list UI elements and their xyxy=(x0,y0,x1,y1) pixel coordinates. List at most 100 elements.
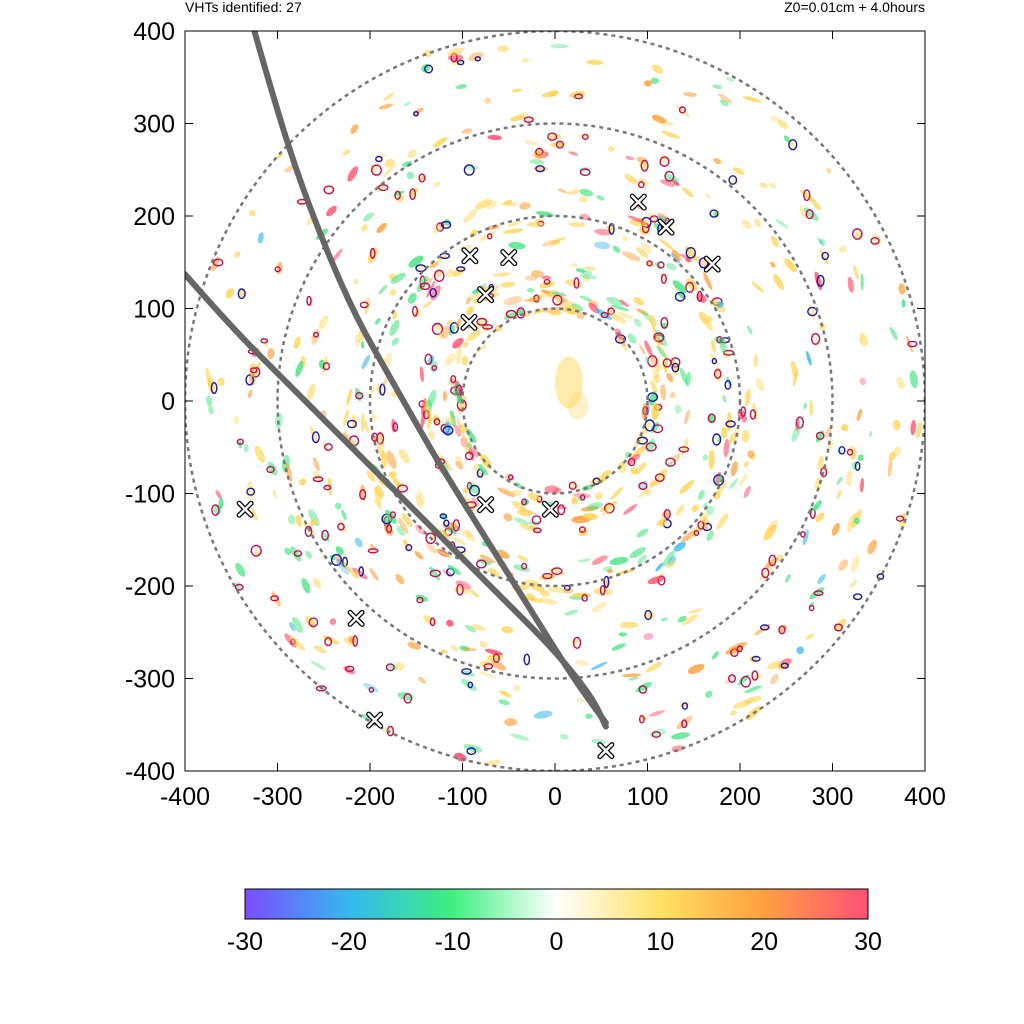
field-blob xyxy=(826,168,831,174)
vorticity-contour xyxy=(467,681,474,689)
vorticity-contour xyxy=(778,625,786,635)
field-blob xyxy=(408,255,424,268)
x-tick-label: -100 xyxy=(437,783,487,811)
field-blob xyxy=(585,713,593,720)
field-blob xyxy=(417,676,426,684)
field-blob xyxy=(568,391,589,420)
colorbar-tick-label: -30 xyxy=(227,928,263,956)
field-blob xyxy=(853,517,860,525)
vorticity-contour xyxy=(486,233,493,240)
vorticity-contour xyxy=(568,481,577,490)
field-blob xyxy=(802,529,809,546)
vorticity-contour xyxy=(685,281,695,294)
field-blob xyxy=(366,470,376,482)
field-blob xyxy=(395,574,405,585)
field-blob xyxy=(293,336,301,349)
vorticity-contour xyxy=(907,340,918,348)
field-blob xyxy=(633,443,648,458)
colorbar-tick-label: 10 xyxy=(646,928,674,956)
field-blob xyxy=(706,505,715,516)
field-blob xyxy=(393,190,405,196)
field-blob xyxy=(658,238,675,251)
field-blob xyxy=(906,336,913,353)
field-blob xyxy=(716,480,727,496)
vorticity-contour xyxy=(671,362,680,373)
plot-frame xyxy=(184,30,926,772)
field-blob xyxy=(434,181,441,187)
y-tick-label: -100 xyxy=(125,481,175,509)
field-blob xyxy=(510,733,530,741)
field-blob xyxy=(606,296,624,307)
field-blob xyxy=(498,699,510,706)
y-tick-label: -300 xyxy=(125,666,175,694)
field-blob xyxy=(722,394,727,403)
vorticity-contour xyxy=(833,623,843,632)
field-blob xyxy=(551,239,560,246)
field-blob xyxy=(284,547,292,556)
field-blob xyxy=(504,199,513,205)
field-blob xyxy=(901,299,906,308)
field-blob xyxy=(747,325,753,335)
vorticity-contour xyxy=(674,291,686,302)
field-blob xyxy=(825,426,832,438)
field-blob xyxy=(313,645,327,654)
field-blob xyxy=(523,139,538,146)
field-blob xyxy=(774,218,789,229)
field-blob xyxy=(548,134,562,140)
vorticity-contour xyxy=(345,665,355,672)
field-blob xyxy=(326,205,337,217)
field-blob xyxy=(850,556,860,573)
field-blob xyxy=(672,280,687,294)
field-blob xyxy=(539,597,558,605)
field-blob xyxy=(896,376,905,390)
vorticity-contour xyxy=(389,511,397,519)
field-blob xyxy=(703,272,713,290)
field-blob xyxy=(657,518,667,527)
vorticity-contour xyxy=(581,133,589,141)
vorticity-contour xyxy=(359,301,369,309)
field-blob xyxy=(812,500,822,512)
vorticity-contour xyxy=(659,156,670,167)
field-blob xyxy=(888,451,896,462)
vorticity-contour xyxy=(838,445,846,455)
field-blob xyxy=(423,615,437,626)
field-blob xyxy=(530,527,542,534)
field-blob xyxy=(298,478,307,486)
field-blob xyxy=(479,671,496,679)
range-ring xyxy=(461,307,649,495)
field-blob xyxy=(660,384,667,401)
field-blob xyxy=(390,272,406,284)
vorticity-contour xyxy=(423,409,430,420)
vorticity-contour xyxy=(712,433,722,446)
field-blob xyxy=(647,576,664,585)
field-blob xyxy=(374,488,382,506)
vorticity-contour xyxy=(665,457,676,467)
field-blob xyxy=(462,647,477,652)
field-blob xyxy=(868,430,873,438)
field-blob xyxy=(361,224,368,232)
field-blob xyxy=(386,450,397,469)
field-blob xyxy=(867,539,878,555)
vorticity-contour xyxy=(725,420,736,428)
field-blob xyxy=(566,189,581,195)
vorticity-contour xyxy=(728,674,737,683)
field-blob xyxy=(650,380,658,394)
range-rings xyxy=(185,31,925,771)
field-blob xyxy=(683,92,697,97)
vorticity-contour xyxy=(846,448,854,456)
field-blob xyxy=(454,424,461,437)
field-blob xyxy=(361,341,365,349)
field-blob xyxy=(661,510,670,519)
field-blob xyxy=(909,370,918,389)
field-blob xyxy=(636,247,649,258)
field-blob xyxy=(898,283,906,295)
field-blob xyxy=(364,297,370,315)
vorticity-contour xyxy=(306,295,312,306)
field-blob xyxy=(666,373,674,383)
field-blob xyxy=(659,273,669,281)
vorticity-contour xyxy=(678,446,690,453)
field-blob xyxy=(289,636,305,651)
field-blob xyxy=(429,262,439,268)
field-blob xyxy=(423,300,433,309)
